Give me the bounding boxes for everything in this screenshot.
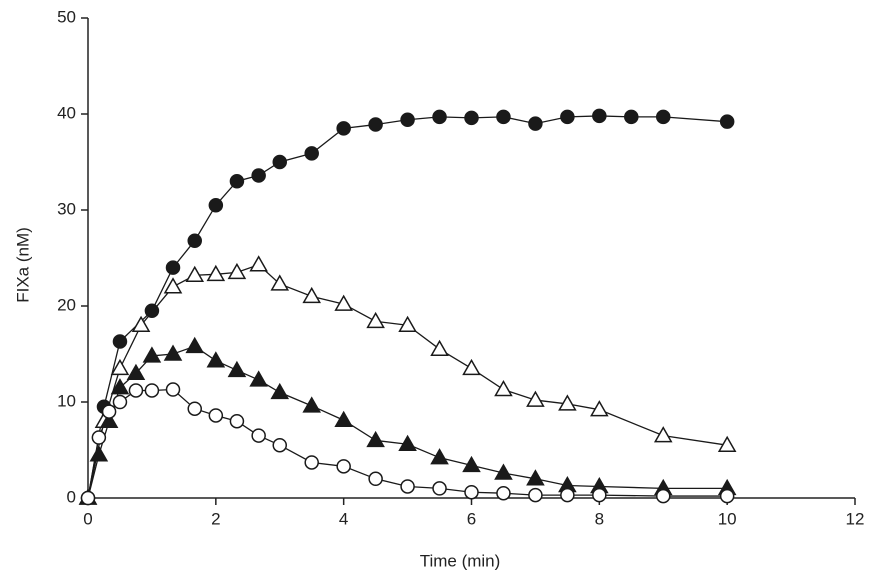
fit-line	[87, 263, 728, 499]
point	[526, 390, 545, 407]
point	[270, 382, 290, 400]
point	[206, 351, 226, 368]
point	[163, 277, 183, 294]
point	[719, 488, 735, 504]
point	[717, 435, 737, 452]
point	[432, 481, 447, 496]
point	[91, 430, 107, 445]
point	[558, 394, 577, 411]
point	[526, 469, 545, 486]
point	[398, 434, 417, 451]
point	[560, 109, 575, 125]
point	[227, 262, 247, 280]
y-tick-label: 40	[57, 103, 76, 122]
point	[430, 339, 449, 356]
point	[334, 410, 353, 427]
point	[110, 378, 130, 395]
x-tick-label: 4	[339, 509, 348, 528]
point	[430, 448, 449, 465]
point	[80, 490, 96, 506]
point	[185, 336, 205, 354]
point	[185, 265, 205, 283]
point	[496, 109, 511, 125]
point	[336, 121, 351, 136]
point	[251, 428, 266, 443]
point	[304, 146, 319, 161]
point	[101, 404, 117, 419]
point	[229, 413, 245, 429]
point	[494, 380, 513, 397]
point	[272, 154, 287, 170]
point	[592, 487, 607, 503]
point	[112, 394, 128, 410]
x-tick-label: 12	[846, 509, 865, 528]
point	[560, 487, 575, 503]
point	[336, 459, 351, 474]
point	[366, 430, 385, 448]
point	[366, 311, 385, 329]
point	[251, 168, 266, 183]
point	[144, 383, 160, 398]
point	[110, 358, 130, 376]
x-axis-label: Time (min)	[420, 551, 501, 570]
point	[624, 109, 639, 125]
point	[208, 408, 224, 423]
point	[653, 426, 673, 443]
point	[142, 346, 162, 363]
point	[128, 383, 144, 398]
point	[334, 294, 353, 311]
x-tick-label: 0	[83, 509, 92, 528]
point	[400, 112, 415, 128]
point	[112, 334, 128, 349]
point	[187, 233, 202, 248]
point	[368, 117, 383, 132]
point	[432, 109, 447, 125]
point	[302, 286, 322, 304]
point	[464, 110, 479, 126]
point	[592, 108, 607, 124]
point	[206, 264, 226, 282]
y-tick-label: 20	[57, 295, 76, 314]
point	[270, 274, 290, 291]
y-tick-label: 50	[57, 7, 76, 26]
point	[464, 484, 479, 500]
point	[590, 400, 609, 417]
y-tick-label: 30	[57, 199, 76, 218]
x-tick-label: 8	[595, 509, 604, 528]
point	[656, 109, 671, 125]
point	[400, 479, 415, 494]
point	[163, 344, 183, 361]
point	[249, 255, 268, 272]
point	[462, 455, 481, 473]
point	[656, 488, 671, 504]
x-tick-label: 6	[467, 509, 476, 528]
y-axis-label: FIXa (nM)	[13, 227, 32, 303]
point	[126, 363, 146, 380]
point	[229, 173, 245, 189]
point	[304, 455, 319, 470]
y-tick-label: 0	[67, 487, 76, 506]
point	[227, 360, 247, 378]
point	[165, 382, 181, 397]
x-tick-label: 2	[211, 509, 220, 528]
point	[208, 197, 224, 213]
point	[249, 370, 268, 387]
point	[462, 358, 481, 376]
y-tick-label: 10	[57, 391, 76, 410]
point	[131, 315, 151, 332]
point	[165, 260, 181, 275]
point	[719, 114, 735, 129]
point	[398, 315, 417, 332]
point	[528, 487, 543, 503]
x-tick-label: 10	[718, 509, 737, 528]
point	[368, 471, 383, 487]
point	[496, 485, 511, 501]
point	[528, 116, 543, 131]
point	[89, 445, 109, 462]
point	[302, 396, 322, 413]
point	[272, 437, 287, 453]
point	[187, 401, 202, 416]
point	[494, 463, 513, 480]
